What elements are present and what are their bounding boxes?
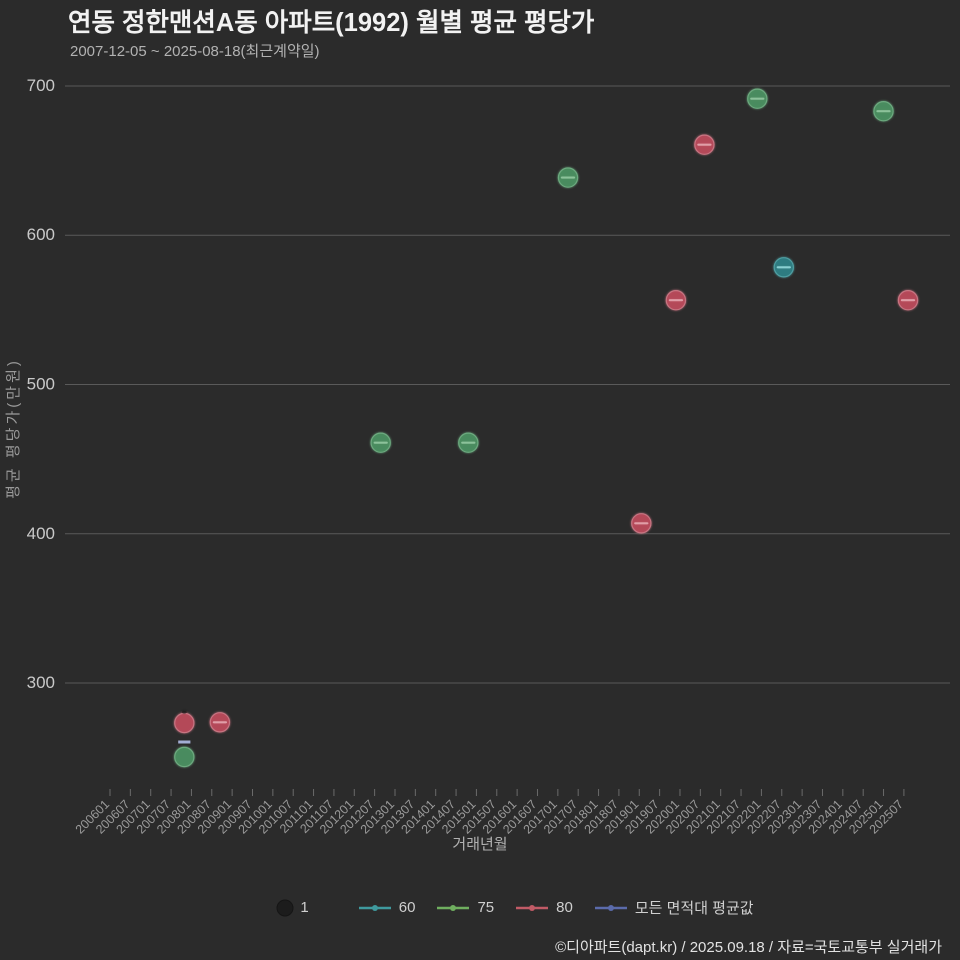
svg-text:700: 700	[27, 76, 55, 95]
svg-text:600: 600	[27, 225, 55, 244]
svg-text:500: 500	[27, 375, 55, 394]
svg-text:400: 400	[27, 524, 55, 543]
svg-text:300: 300	[27, 673, 55, 692]
